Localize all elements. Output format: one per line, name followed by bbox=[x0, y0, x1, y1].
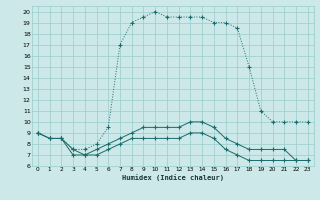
X-axis label: Humidex (Indice chaleur): Humidex (Indice chaleur) bbox=[122, 174, 224, 181]
